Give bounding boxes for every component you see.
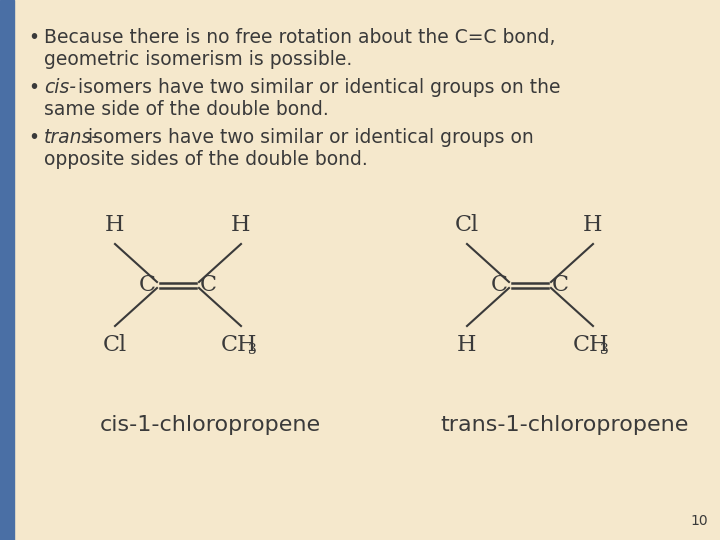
- Text: C: C: [552, 274, 569, 296]
- Text: •: •: [28, 28, 39, 47]
- Text: isomers have two similar or identical groups on the: isomers have two similar or identical gr…: [72, 78, 560, 97]
- Text: geometric isomerism is possible.: geometric isomerism is possible.: [44, 50, 352, 69]
- Text: 10: 10: [690, 514, 708, 528]
- Text: CH: CH: [221, 334, 257, 356]
- Text: C: C: [491, 274, 508, 296]
- Bar: [0, 0, 14, 540]
- Text: cis-1-chloropropene: cis-1-chloropropene: [100, 415, 321, 435]
- Text: H: H: [231, 214, 251, 236]
- Text: Because there is no free rotation about the C=C bond,: Because there is no free rotation about …: [44, 28, 556, 47]
- Text: trans-: trans-: [44, 128, 99, 147]
- Text: •: •: [28, 128, 39, 147]
- Text: •: •: [28, 78, 39, 97]
- Text: cis-: cis-: [44, 78, 76, 97]
- Text: H: H: [105, 214, 125, 236]
- Text: isomers have two similar or identical groups on: isomers have two similar or identical gr…: [82, 128, 534, 147]
- Text: H: H: [583, 214, 603, 236]
- Text: Cl: Cl: [103, 334, 127, 356]
- Text: trans-1-chloropropene: trans-1-chloropropene: [440, 415, 688, 435]
- Text: 3: 3: [248, 343, 256, 357]
- Text: same side of the double bond.: same side of the double bond.: [44, 100, 329, 119]
- Text: Cl: Cl: [455, 214, 479, 236]
- Text: C: C: [200, 274, 217, 296]
- Text: 3: 3: [600, 343, 608, 357]
- Text: H: H: [457, 334, 477, 356]
- Text: CH: CH: [572, 334, 609, 356]
- Text: C: C: [139, 274, 156, 296]
- Text: opposite sides of the double bond.: opposite sides of the double bond.: [44, 150, 368, 169]
